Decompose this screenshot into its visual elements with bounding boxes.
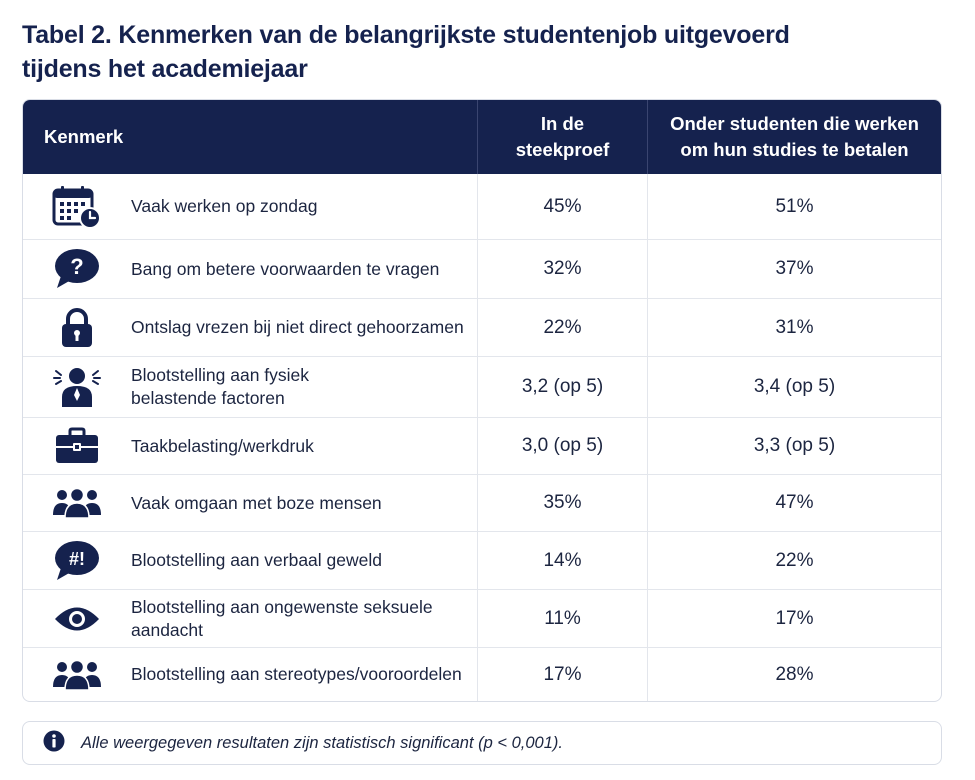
- row-sample-value: 11%: [478, 590, 648, 647]
- briefcase-icon: [23, 427, 131, 465]
- table-row: Blootstelling aan stereotypes/vooroordel…: [23, 647, 941, 701]
- data-table: Kenmerk In de steekproef Onder studenten…: [22, 99, 942, 702]
- row-label-cell: Blootstelling aan fysiek belastende fact…: [23, 357, 478, 417]
- row-sample-value: 45%: [478, 174, 648, 239]
- row-paying-value: 31%: [775, 316, 814, 338]
- row-label: Blootstelling aan ongewenste seksuele: [131, 596, 433, 617]
- table-row: ? Bang om betere voorwaarden te vragen 3…: [23, 239, 941, 298]
- row-label: Blootstelling aan verbaal geweld: [131, 550, 382, 570]
- row-label-cell: Vaak omgaan met boze mensen: [23, 475, 478, 531]
- table-header: Kenmerk In de steekproef Onder studenten…: [23, 100, 941, 174]
- header-sample-line-2: steekproef: [515, 139, 610, 160]
- title-line-2: tijdens het academiejaar: [22, 55, 308, 83]
- header-paying-line-2: om hun studies te betalen: [680, 139, 909, 160]
- calendar-clock-icon: [23, 185, 131, 229]
- row-paying-value: 17%: [775, 607, 814, 629]
- header-kenmerk: Kenmerk: [23, 100, 478, 174]
- row-paying-value: 22%: [775, 549, 814, 571]
- table-row: #! Blootstelling aan verbaal geweld 14% …: [23, 531, 941, 589]
- svg-text:#!: #!: [69, 549, 85, 569]
- info-icon: [43, 730, 65, 757]
- group-icon: [23, 659, 131, 691]
- row-label: Bang om betere voorwaarden te vragen: [131, 258, 440, 279]
- header-sample-line-1: In de: [540, 113, 585, 134]
- row-label-cell: Blootstelling aan ongewenste seksuele aa…: [23, 590, 478, 647]
- row-label: Blootstelling aan fysiek: [131, 365, 310, 385]
- row-label-cell: Taakbelasting/werkdruk: [23, 418, 478, 474]
- table-row: Vaak omgaan met boze mensen 35% 47%: [23, 474, 941, 531]
- row-label-cell: ? Bang om betere voorwaarden te vragen: [23, 240, 478, 298]
- table-row: Blootstelling aan fysiek belastende fact…: [23, 356, 941, 417]
- row-paying-value: 37%: [775, 258, 814, 279]
- row-sample-value: 35%: [478, 475, 648, 531]
- group-icon: [23, 487, 131, 519]
- table-row: Vaak werken op zondag 45% 51%: [23, 174, 941, 239]
- footnote: Alle weergegeven resultaten zijn statist…: [22, 721, 942, 765]
- row-label: Blootstelling aan stereotypes/vooroordel…: [131, 664, 462, 684]
- row-label: Vaak werken op zondag: [131, 196, 318, 216]
- row-label-line-2: aandacht: [131, 619, 204, 640]
- table-row: Blootstelling aan ongewenste seksuele aa…: [23, 589, 941, 647]
- row-paying-value: 47%: [775, 492, 814, 513]
- header-paying-line-1: Onder studenten die werken: [670, 113, 919, 134]
- row-label: Ontslag vrezen bij niet direct gehoorzam…: [131, 317, 464, 337]
- row-paying-value: 51%: [775, 195, 814, 217]
- row-label-cell: #! Blootstelling aan verbaal geweld: [23, 532, 478, 589]
- row-paying-value: 3,4 (op 5): [753, 376, 836, 397]
- stressed-person-icon: [23, 365, 131, 409]
- row-paying-value: 3,3 (op 5): [753, 435, 836, 456]
- footnote-text: Alle weergegeven resultaten zijn statist…: [81, 733, 563, 752]
- exclamation-bubble-icon: #!: [23, 540, 131, 582]
- padlock-icon: [23, 307, 131, 349]
- row-label-line-2: belastende factoren: [131, 388, 285, 408]
- row-label-cell: Ontslag vrezen bij niet direct gehoorzam…: [23, 299, 478, 356]
- header-paying-students: Onder studenten die werken om hun studie…: [648, 100, 941, 174]
- row-label-cell: Vaak werken op zondag: [23, 174, 478, 239]
- row-sample-value: 17%: [478, 648, 648, 701]
- row-sample-value: 3,2 (op 5): [478, 357, 648, 417]
- row-label-cell: Blootstelling aan stereotypes/vooroordel…: [23, 648, 478, 701]
- svg-text:?: ?: [70, 254, 83, 279]
- page-title: Tabel 2. Kenmerken van de belangrijkste …: [22, 18, 942, 86]
- table-row: Taakbelasting/werkdruk 3,0 (op 5) 3,3 (o…: [23, 417, 941, 474]
- row-sample-value: 32%: [478, 240, 648, 298]
- title-line-1: Tabel 2. Kenmerken van de belangrijkste …: [22, 21, 790, 49]
- table-body: Vaak werken op zondag 45% 51% ? Bang om …: [23, 174, 941, 701]
- header-sample: In de steekproef: [478, 100, 648, 174]
- row-paying-value: 28%: [775, 663, 814, 685]
- question-bubble-icon: ?: [23, 248, 131, 290]
- row-sample-value: 3,0 (op 5): [478, 418, 648, 474]
- row-label: Taakbelasting/werkdruk: [131, 435, 314, 456]
- row-sample-value: 22%: [478, 299, 648, 356]
- row-label: Vaak omgaan met boze mensen: [131, 492, 382, 513]
- row-sample-value: 14%: [478, 532, 648, 589]
- eye-icon: [23, 604, 131, 634]
- table-row: Ontslag vrezen bij niet direct gehoorzam…: [23, 298, 941, 356]
